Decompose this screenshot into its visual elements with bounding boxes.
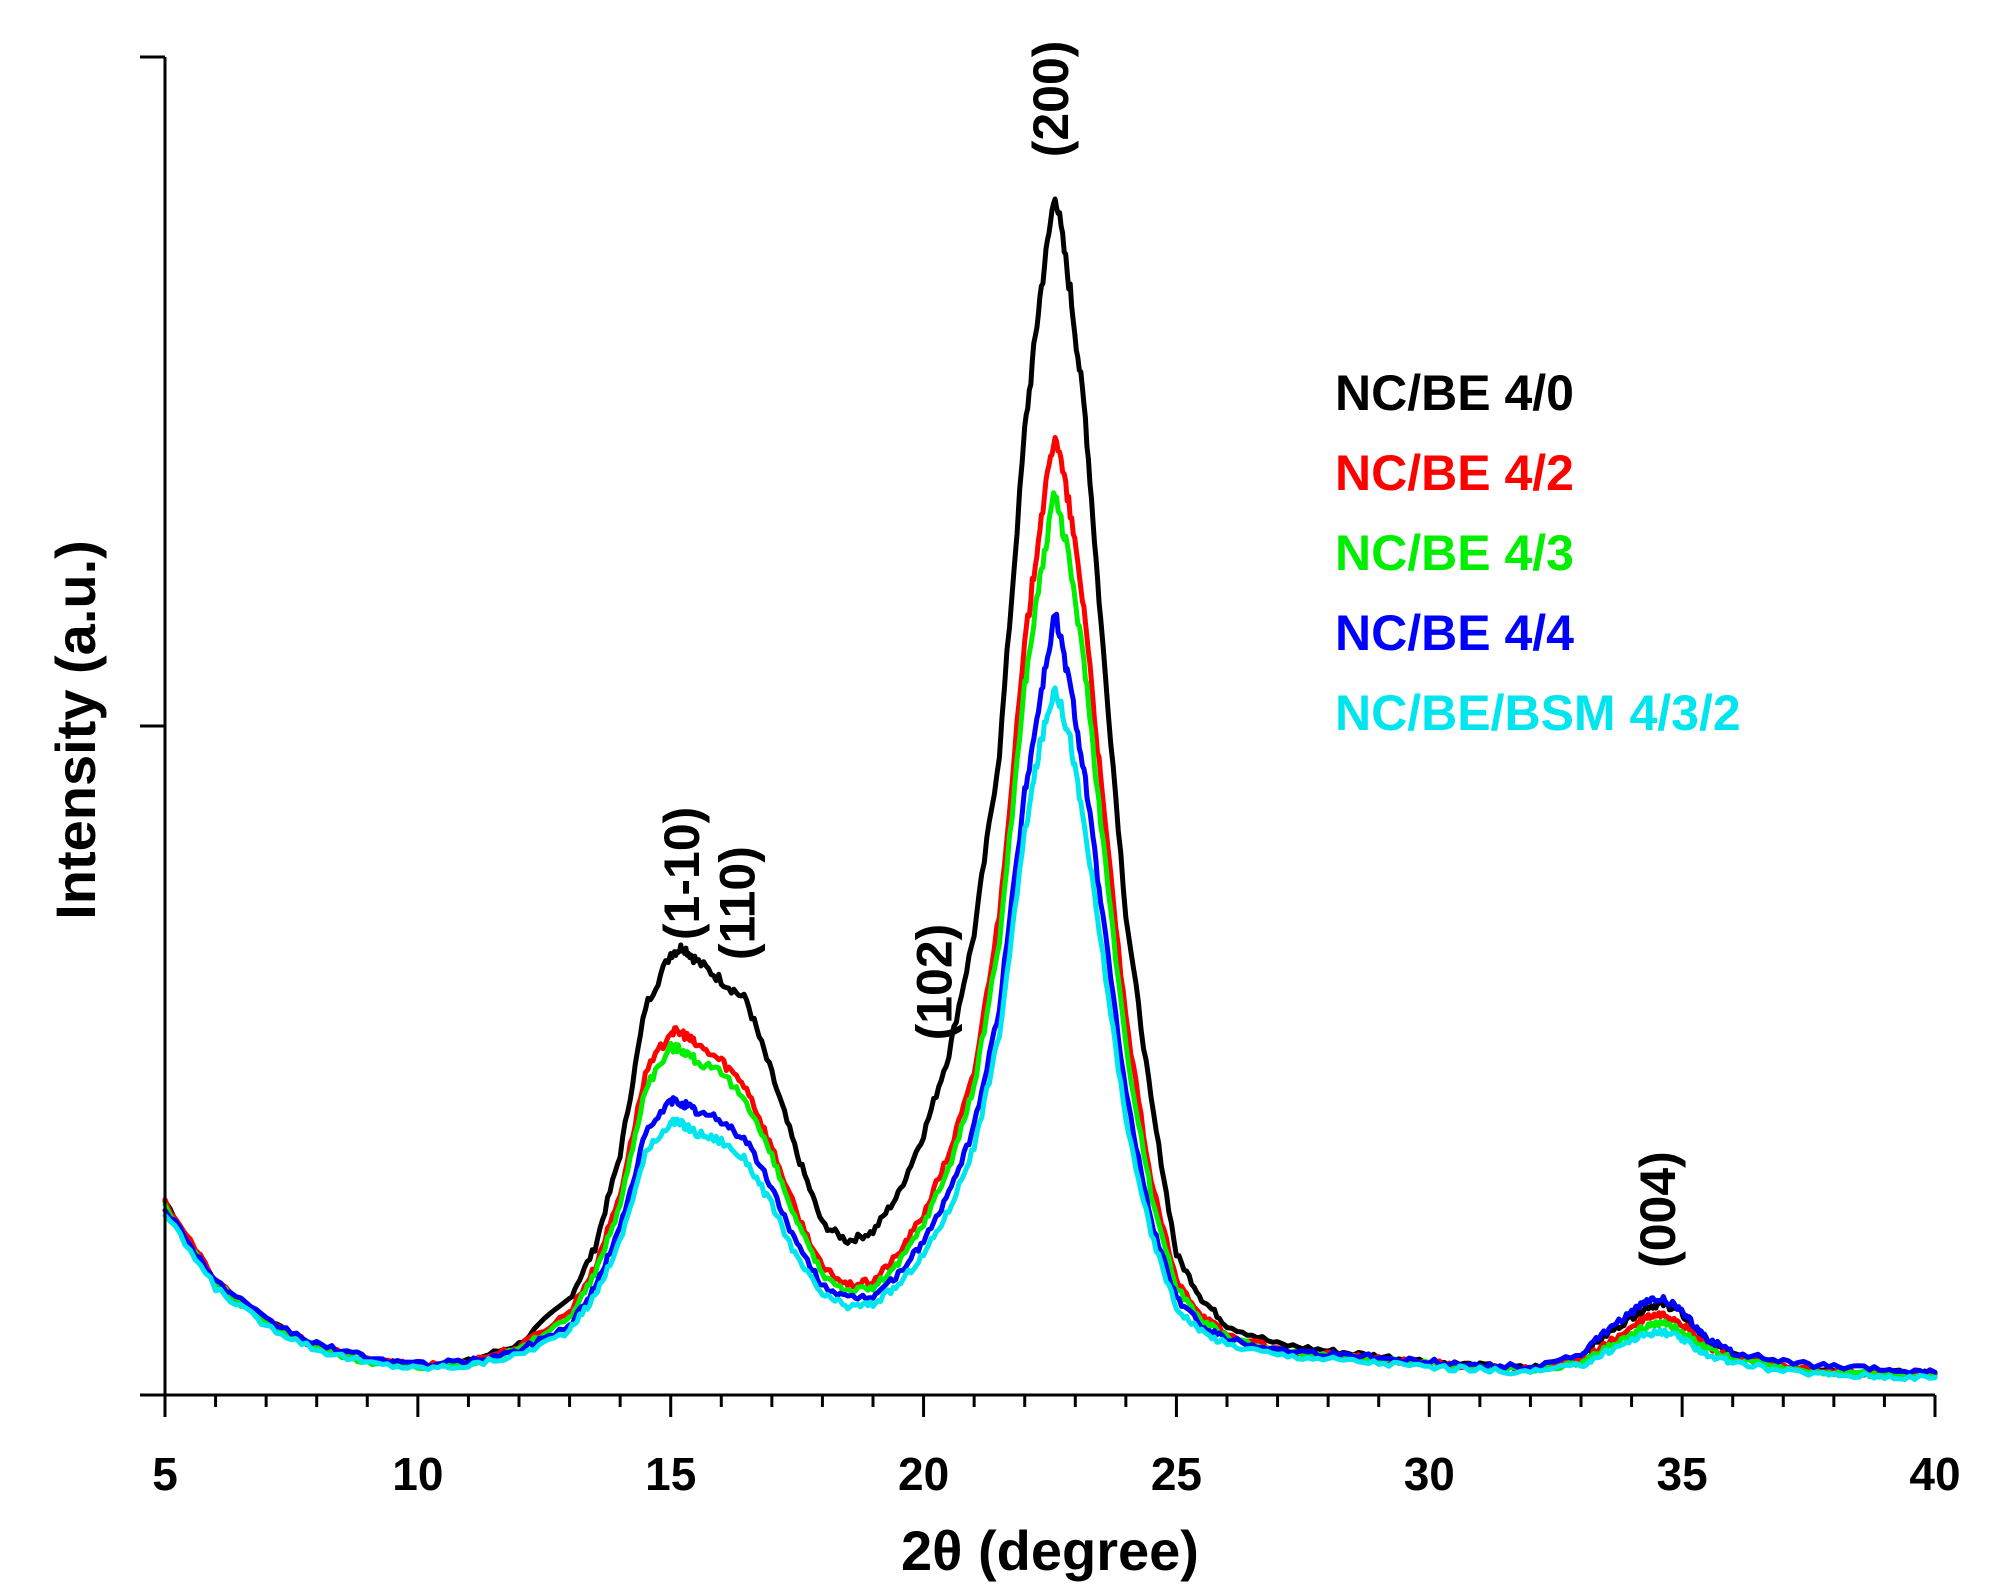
legend-entry: NC/BE/BSM 4/3/2 bbox=[1335, 685, 1741, 741]
peak-annotations: (1-10) (110) (102) (200) (004) bbox=[654, 41, 1686, 1268]
x-tick-label: 20 bbox=[898, 1448, 949, 1500]
x-tick-label: 5 bbox=[152, 1448, 178, 1500]
axes bbox=[140, 55, 1935, 1397]
peak-label: (200) bbox=[1023, 41, 1079, 158]
y-axis-title: Intensity (a.u.) bbox=[44, 540, 107, 920]
x-tick-label: 10 bbox=[392, 1448, 443, 1500]
x-tick-label: 30 bbox=[1404, 1448, 1455, 1500]
legend-entry: NC/BE 4/3 bbox=[1335, 525, 1574, 581]
plot-area bbox=[162, 196, 1938, 1382]
x-tick-label: 15 bbox=[645, 1448, 696, 1500]
legend-entry: NC/BE 4/4 bbox=[1335, 605, 1574, 661]
legend: NC/BE 4/0 NC/BE 4/2 NC/BE 4/3 NC/BE 4/4 NC/B… bbox=[1335, 365, 1741, 741]
x-tick-label: 35 bbox=[1657, 1448, 1708, 1500]
peak-label: (1-10) bbox=[654, 807, 710, 940]
series-line-1 bbox=[162, 196, 1938, 1378]
peak-label: (004) bbox=[1630, 1151, 1686, 1268]
x-tick-label: 40 bbox=[1909, 1448, 1960, 1500]
x-tick-label: 25 bbox=[1151, 1448, 1202, 1500]
legend-entry: NC/BE 4/2 bbox=[1335, 445, 1574, 501]
peak-label: (110) bbox=[710, 846, 766, 960]
legend-entry: NC/BE 4/0 bbox=[1335, 365, 1574, 421]
x-ticks: 5 10 15 20 25 30 35 40 bbox=[152, 1395, 1961, 1500]
series-line-3 bbox=[162, 490, 1938, 1380]
peak-label: (102) bbox=[907, 924, 963, 1041]
series-line-2 bbox=[162, 435, 1938, 1380]
series-line-4 bbox=[162, 611, 1938, 1376]
x-axis-title: 2θ (degree) bbox=[901, 1519, 1199, 1582]
series-line-5 bbox=[162, 685, 1938, 1382]
